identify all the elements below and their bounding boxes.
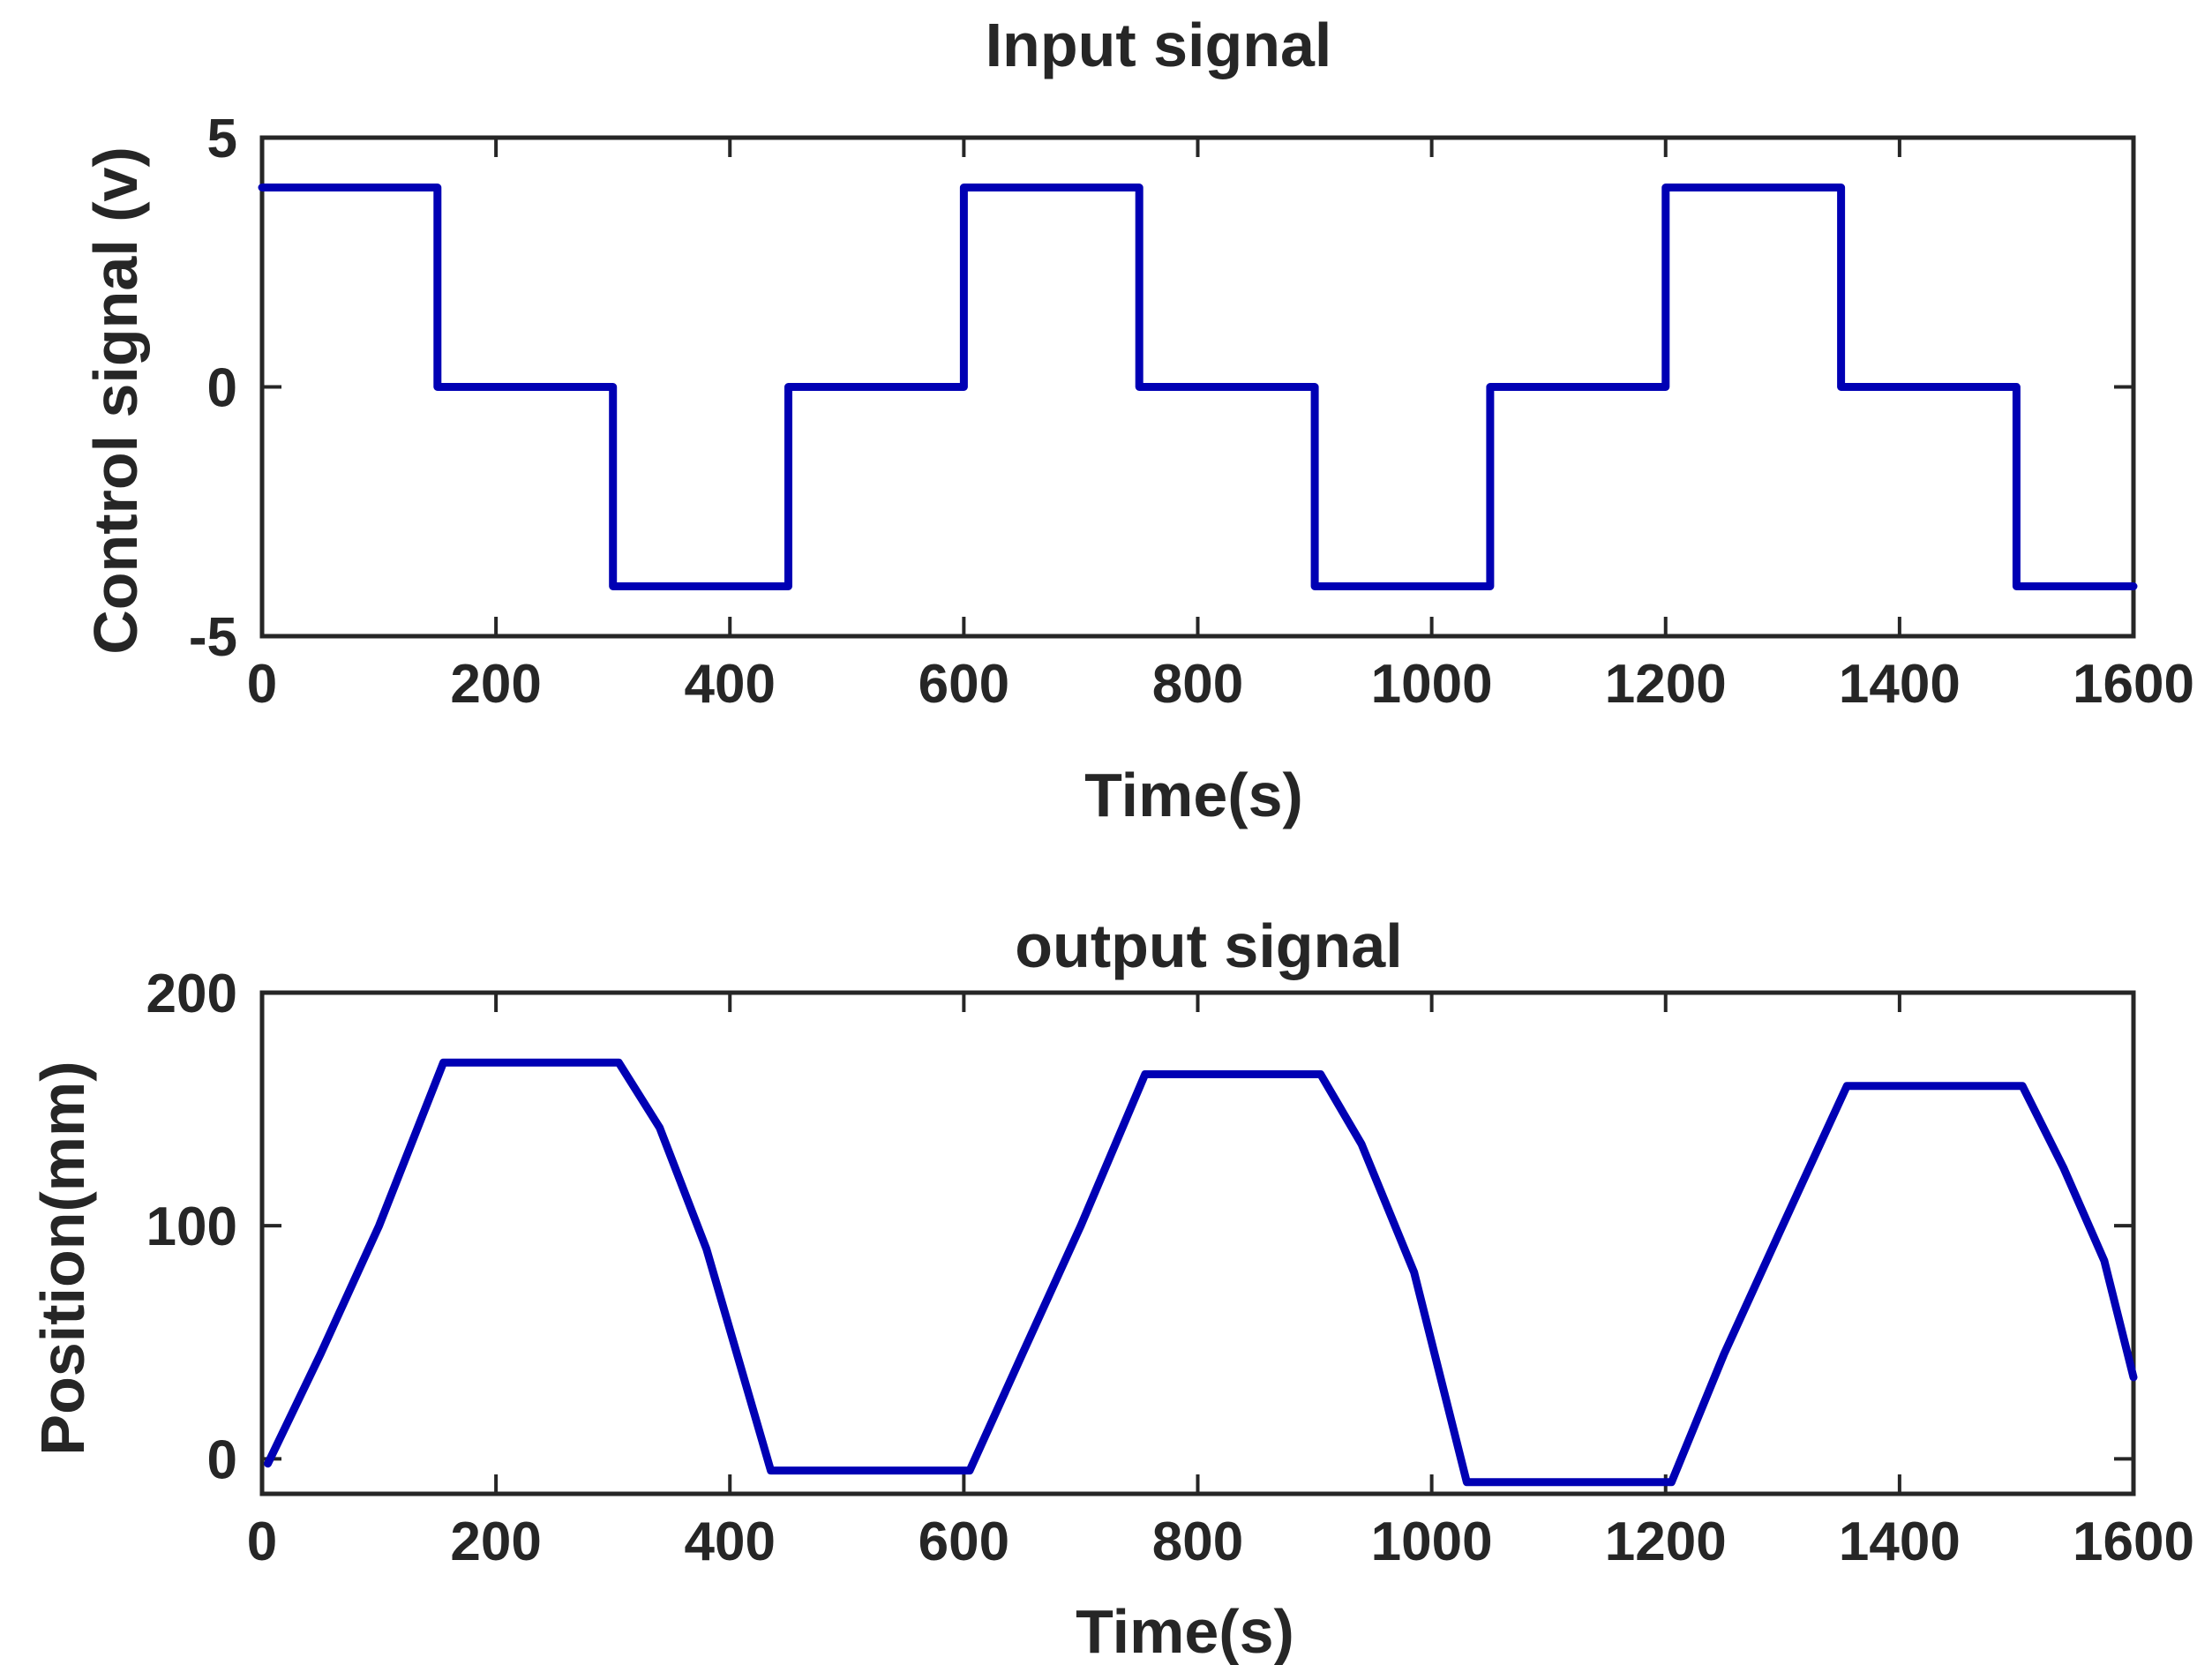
x-tick-label: 1200	[1605, 654, 1727, 715]
x-tick-label: 600	[919, 1511, 1009, 1572]
input-signal-chart: Input signal Control signal (v) Time(s) …	[81, 11, 2194, 829]
y-axis-title: Position(mm)	[28, 1061, 97, 1455]
tick-labels: 0 200 400 600 800 1000 1200 1400 1600-505	[189, 109, 2194, 715]
y-axis-title: Control signal (v)	[81, 146, 150, 655]
x-tick-label: 800	[1152, 1511, 1243, 1572]
tick-labels: 0 200 400 600 800 1000 1200 1400 1600 0 100 200	[146, 964, 2194, 1572]
x-tick-label: 1000	[1371, 1511, 1493, 1572]
y-tick-label: 100	[146, 1196, 237, 1257]
x-tick-label: 800	[1152, 654, 1243, 715]
x-axis-title: Time(s)	[1084, 761, 1303, 829]
output-signal-chart: output signal Position(mm) Time(s) 0 200 4…	[28, 911, 2194, 1665]
ticks	[260, 991, 2135, 1494]
plot-area	[259, 135, 2136, 639]
chart-title: output signal	[1015, 911, 1402, 980]
x-axis-title: Time(s)	[1076, 1597, 1294, 1665]
y-tick-label: 200	[146, 964, 237, 1024]
x-tick-label: 600	[919, 654, 1009, 715]
series	[264, 1058, 2138, 1487]
series-line	[258, 184, 2138, 590]
y-tick-label: -5	[189, 607, 237, 668]
x-tick-label: 1400	[1839, 654, 1961, 715]
x-tick-label: 0	[247, 654, 277, 715]
x-tick-label: 1600	[2073, 1511, 2194, 1572]
x-tick-label: 1000	[1371, 654, 1493, 715]
chart-title: Input signal	[986, 11, 1332, 79]
x-tick-label: 1200	[1605, 1511, 1727, 1572]
x-tick-label: 200	[450, 1511, 541, 1572]
x-tick-label: 400	[685, 654, 776, 715]
plot-area	[259, 990, 2136, 1496]
y-tick-label: 0	[207, 358, 237, 419]
x-tick-label: 200	[450, 654, 541, 715]
series-line	[264, 1058, 2138, 1487]
x-tick-label: 1600	[2073, 654, 2194, 715]
x-tick-label: 1400	[1839, 1511, 1961, 1572]
x-tick-label: 0	[247, 1511, 277, 1572]
y-tick-label: 5	[207, 109, 237, 169]
x-tick-label: 400	[685, 1511, 776, 1572]
y-tick-label: 0	[207, 1429, 237, 1490]
series	[258, 184, 2138, 590]
